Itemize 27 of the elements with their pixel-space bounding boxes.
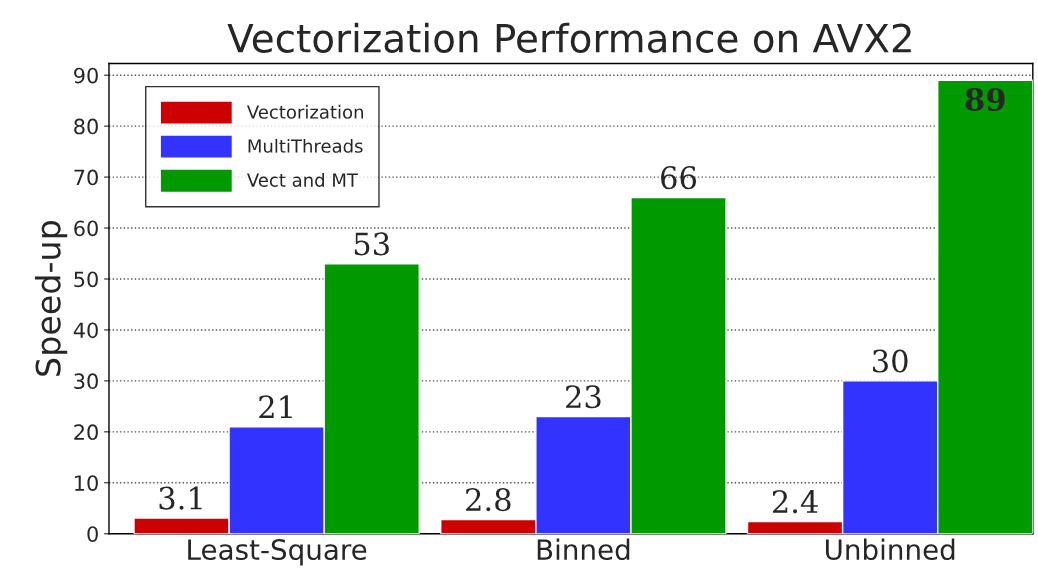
y-tick-label: 50: [74, 271, 98, 288]
data-label: 3.1: [159, 486, 202, 510]
y-tick-label: 0: [87, 526, 98, 542]
y-tick-label: 90: [74, 67, 98, 84]
data-label: 66: [661, 166, 697, 190]
legend-label: MultiThreads: [248, 138, 363, 153]
data-label: 21: [259, 395, 292, 419]
data-label: 2.4: [772, 490, 818, 514]
y-tick-label: 30: [74, 373, 98, 390]
x-tick-label: Unbinned: [825, 538, 955, 561]
legend-label: Vect and MT: [246, 172, 359, 187]
y-tick-label: 10: [75, 475, 98, 491]
data-label: 23: [566, 385, 601, 409]
x-tick-label: Least-Square: [188, 539, 367, 566]
y-tick-label: 20: [74, 424, 98, 441]
data-label: 30: [873, 349, 908, 373]
data-label: 2.8: [466, 488, 511, 512]
y-tick-label: 60: [74, 220, 98, 237]
data-label: 89: [965, 87, 1005, 111]
x-tick-label: Binned: [537, 538, 630, 561]
y-tick-label: 40: [73, 322, 98, 339]
data-label: 53: [354, 232, 389, 256]
chart-title: Vectorization Performance on AVX2: [227, 22, 911, 53]
y-tick-label: 80: [74, 118, 98, 135]
legend-label: Vectorization: [246, 104, 363, 119]
y-tick-label: 70: [74, 169, 98, 186]
y-axis-title: Speed-up: [34, 221, 68, 376]
